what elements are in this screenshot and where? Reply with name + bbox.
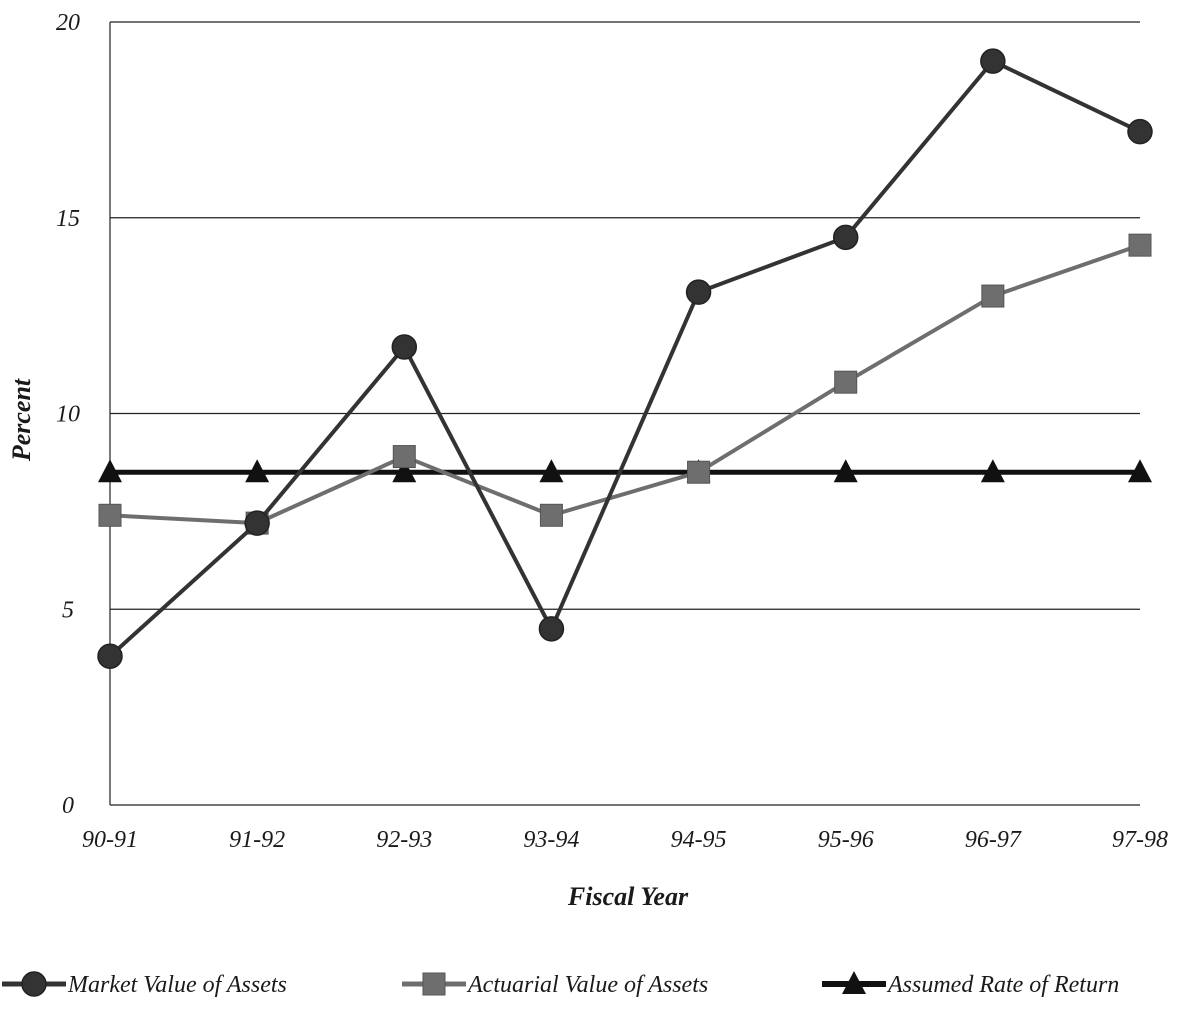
tick-labels: 0 5 10 15 20 90-91 91-92 92-93 93-94 94-95 95-96 96…	[56, 10, 1168, 853]
data-point	[834, 370, 858, 394]
series-line	[109, 243, 1141, 526]
axes	[109, 22, 1140, 806]
data-point	[980, 459, 1005, 483]
data-point	[391, 334, 418, 360]
series-square	[98, 233, 1152, 535]
data-point	[687, 460, 711, 484]
y-tick-label: 10	[56, 402, 80, 428]
x-tick-label: 95-96	[818, 827, 874, 853]
data-point	[833, 459, 858, 483]
y-tick-label: 5	[62, 597, 74, 623]
x-axis-title: Fiscal Year	[567, 882, 689, 911]
data-point	[981, 284, 1005, 308]
data-point	[392, 459, 417, 483]
data-point	[1127, 118, 1153, 145]
x-tick-label: 96-97	[965, 827, 1022, 853]
x-tick-label: 90-91	[82, 827, 138, 853]
x-tick-label: 92-93	[376, 827, 432, 853]
legend-label: Market Value of Assets	[67, 972, 287, 998]
legend: Market Value of Assets Actuarial Value of…	[2, 971, 1119, 998]
y-tick-label: 15	[56, 206, 80, 232]
data-point	[980, 48, 1006, 74]
data-point	[98, 503, 122, 527]
y-tick-label: 0	[62, 793, 74, 819]
legend-label: Assumed Rate of Return	[886, 972, 1119, 998]
y-axis-title: Percent	[7, 378, 36, 462]
legend-item-square: Actuarial Value of Assets	[402, 972, 708, 998]
data-point	[538, 616, 565, 642]
legend-marker	[422, 972, 446, 996]
legend-marker	[842, 971, 866, 994]
legend-label: Actuarial Value of Assets	[466, 972, 708, 998]
legend-item-circle: Market Value of Assets	[2, 971, 287, 998]
data-point	[97, 643, 123, 669]
data-point	[539, 459, 564, 483]
data-point	[685, 279, 712, 305]
series-line	[108, 59, 1141, 658]
x-tick-label: 94-95	[671, 827, 727, 853]
legend-item-triangle: Assumed Rate of Return	[822, 971, 1119, 998]
data-point	[1128, 233, 1152, 257]
y-tick-label: 20	[56, 10, 80, 36]
x-tick-label: 93-94	[523, 827, 579, 853]
data-point	[244, 510, 270, 536]
x-tick-label: 97-98	[1112, 827, 1168, 853]
series-circle	[97, 48, 1153, 669]
data-point	[392, 445, 416, 469]
data-point	[98, 459, 122, 483]
legend-marker	[21, 971, 47, 997]
data-point	[832, 224, 859, 251]
gridlines	[110, 21, 1140, 610]
series-group	[97, 48, 1153, 669]
x-tick-label: 91-92	[229, 827, 285, 853]
data-point	[539, 503, 563, 527]
data-point	[245, 459, 270, 483]
data-point	[1128, 459, 1152, 483]
